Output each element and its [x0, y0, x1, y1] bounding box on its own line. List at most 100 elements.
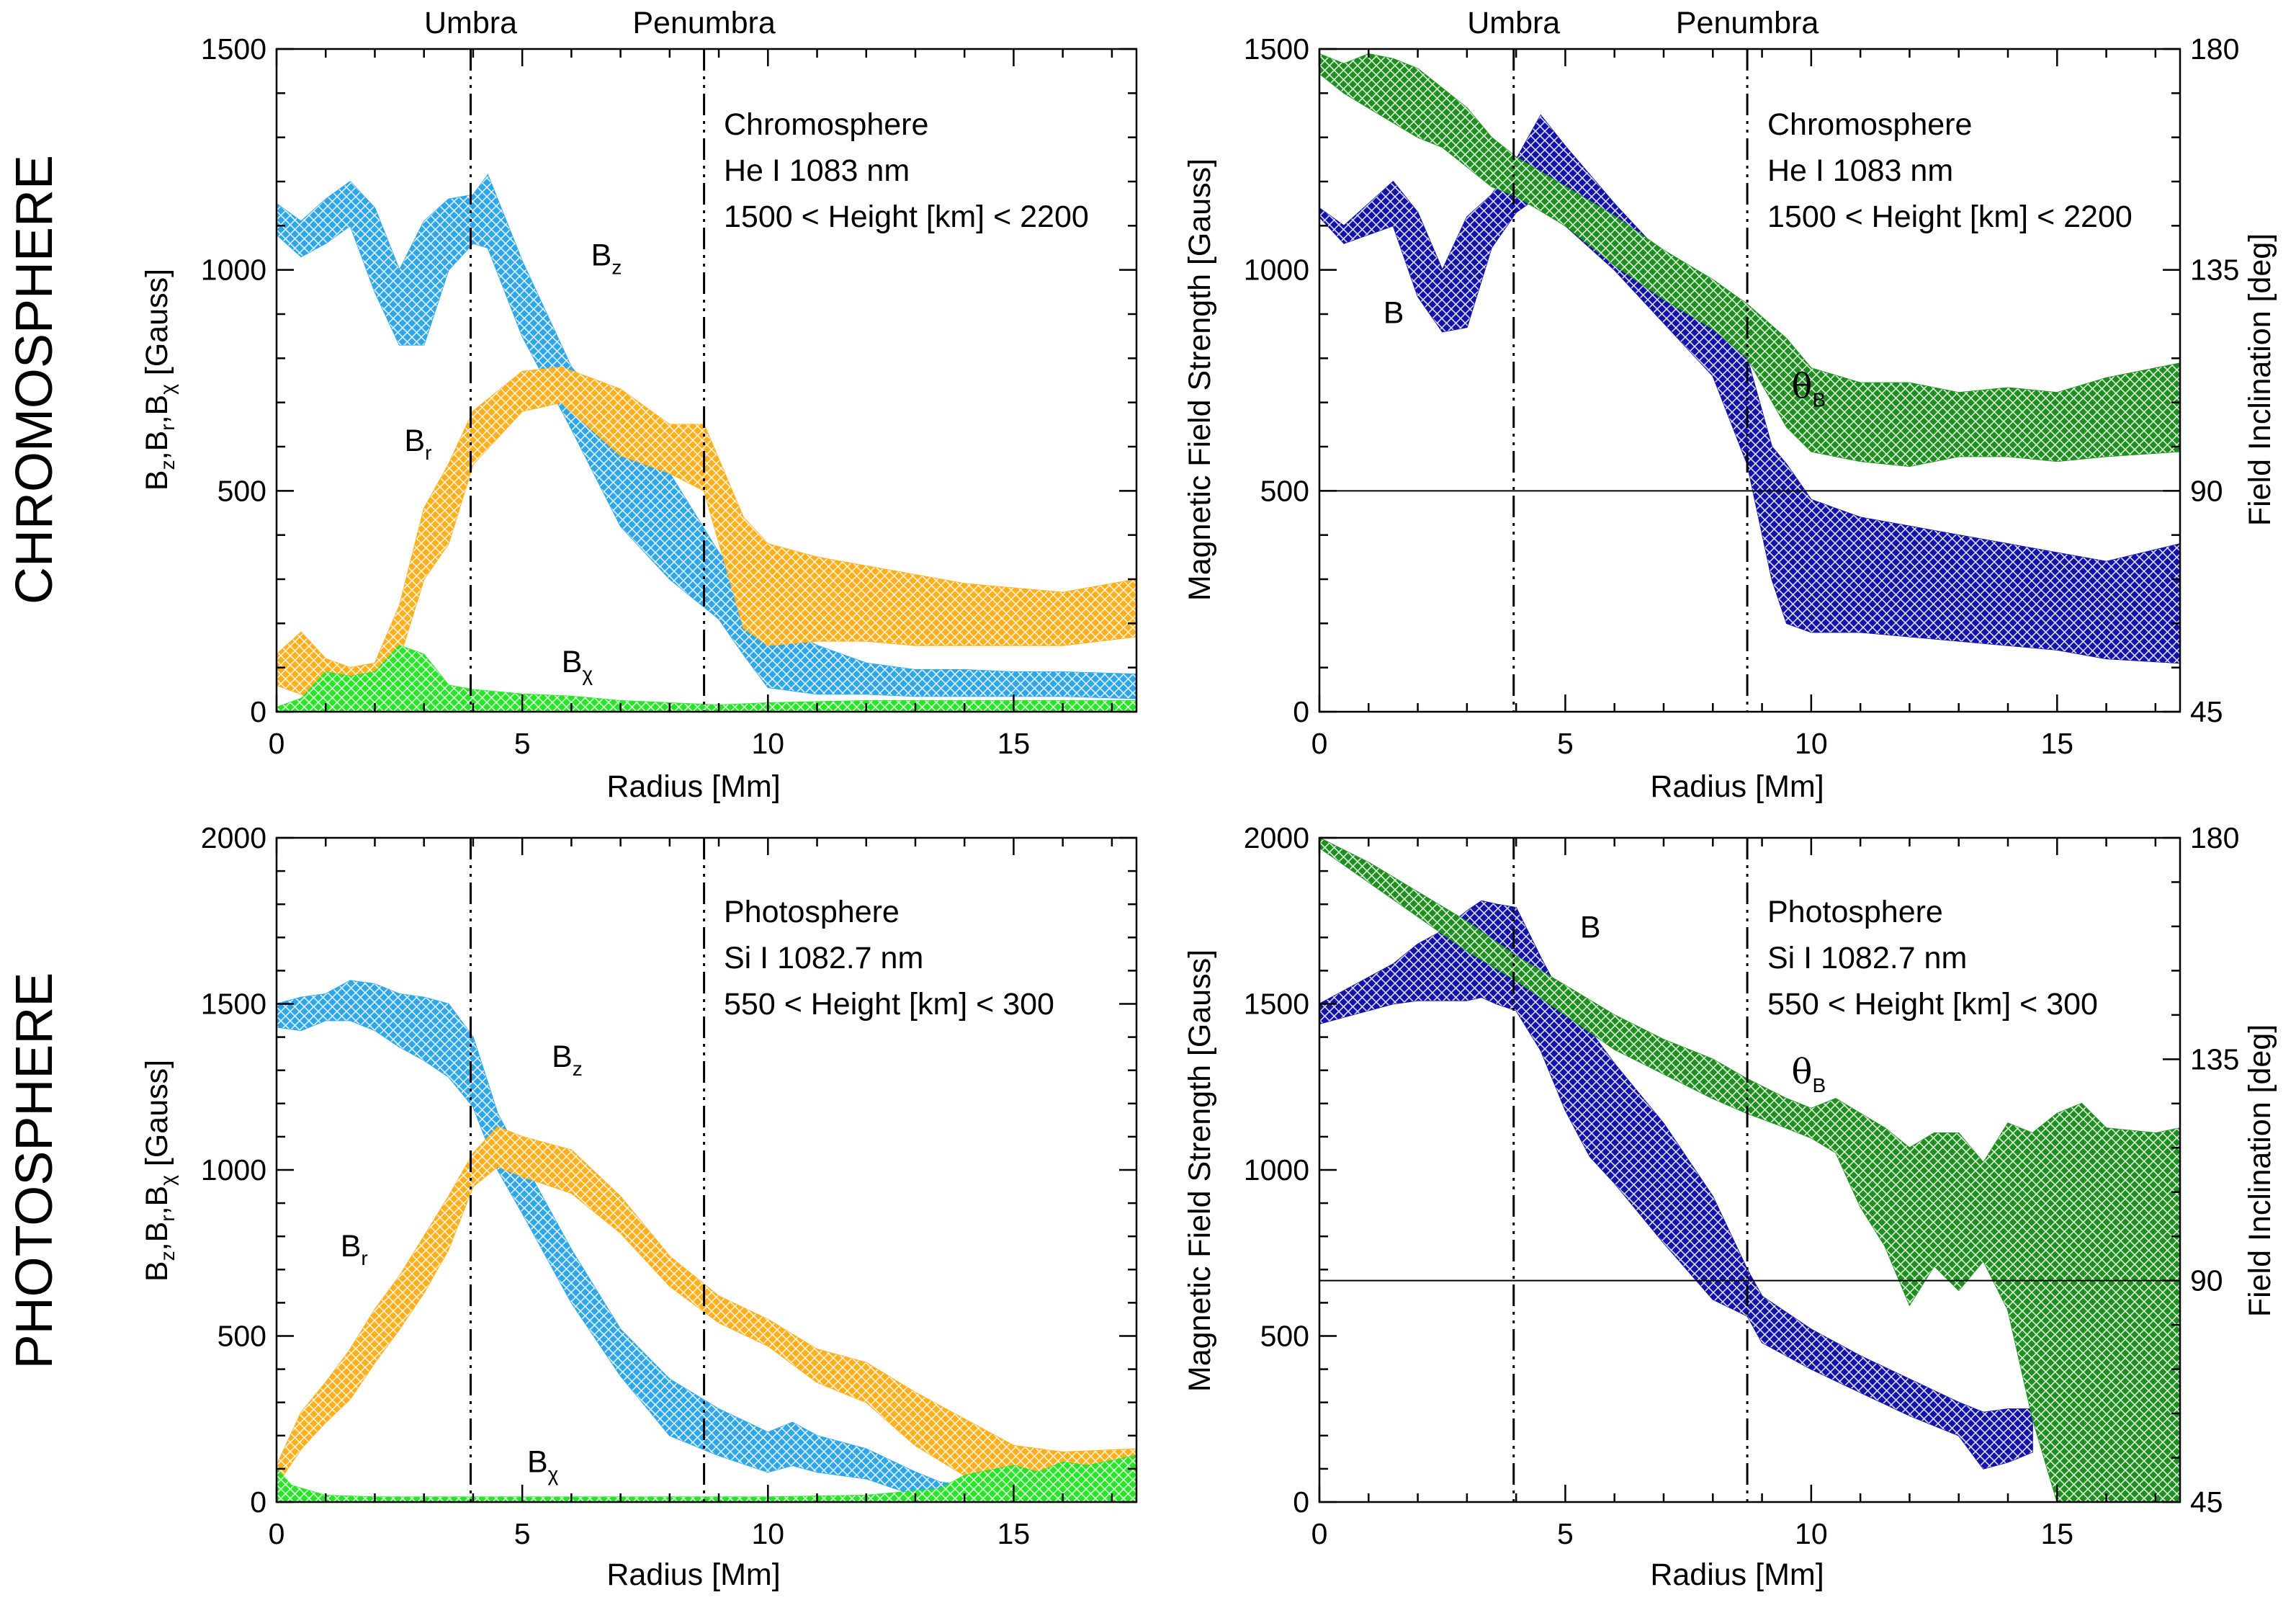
chart-photosphere-components: 0 5 10 15 0 500 1000 1500 2000 Radius [Mm] Bz,Br…	[140, 821, 1138, 1592]
annotation-line-3: 550 < Height [km] < 300	[1767, 987, 2098, 1022]
series-label-B: B	[1384, 295, 1404, 330]
region-lines: Umbra Penumbra	[1467, 6, 1819, 712]
band-Bz-hatch	[277, 174, 1136, 699]
annotation-line-1: Chromosphere	[724, 107, 928, 142]
region-label: Penumbra	[1676, 6, 1819, 40]
y2-tick-label: 180	[2190, 821, 2239, 854]
region-lines	[1512, 838, 1749, 1502]
annotation-line-1: Photosphere	[1767, 895, 1943, 929]
y-tick-label: 2000	[1244, 821, 1309, 854]
plot-border	[1318, 48, 2181, 713]
series-label-Bz: Bz	[591, 238, 622, 279]
annotation-line-2: Si I 1082.7 nm	[1767, 941, 1967, 975]
x-tick-label: 10	[751, 1517, 784, 1550]
x-tick-label: 5	[514, 727, 531, 760]
x-tick-label: 0	[269, 1517, 285, 1550]
y-tick-label: 0	[1293, 1485, 1309, 1519]
series-fills	[1319, 838, 2180, 1502]
y-tick-label: 500	[218, 474, 266, 507]
y2-axis-label: Field Inclination [deg]	[2243, 1024, 2277, 1317]
y2-tick-label: 135	[2190, 1042, 2239, 1076]
series-labels: Bz Br Bχ	[341, 1040, 583, 1485]
y2-tick-label: 90	[2190, 474, 2223, 507]
band-B-hatch	[1319, 900, 2033, 1469]
annotation-line-2: He I 1083 nm	[1767, 153, 1953, 188]
y-axis-label: Magnetic Field Strength [Gauss]	[1183, 949, 1217, 1392]
y-tick-label: 1000	[201, 1153, 266, 1186]
band-Bz-hatch	[277, 980, 965, 1499]
axes-frame: 0 5 10 15 0 500 1000 1500 2000	[201, 821, 1138, 1550]
y-tick-label: 1500	[1244, 32, 1309, 66]
annotation-block: Chromosphere He I 1083 nm 1500 < Height …	[724, 107, 1089, 234]
x-tick-label: 5	[1557, 1517, 1574, 1550]
band-Bz	[277, 980, 965, 1500]
band-Br-hatch	[277, 1127, 1136, 1493]
x-tick-label: 10	[1795, 1517, 1828, 1550]
axes-frame: 0 5 10 15 0 500 1000 1500	[201, 32, 1138, 760]
y-tick-label: 500	[1260, 474, 1309, 507]
band-thetaB-hatch	[1319, 838, 2180, 1502]
y2-tick-label: 90	[2190, 1264, 2223, 1297]
region-label: Umbra	[424, 6, 517, 40]
series-label-Bχ: Bχ	[562, 645, 593, 685]
region-label: Penumbra	[632, 6, 775, 40]
annotation-block: Photosphere Si I 1082.7 nm 550 < Height …	[1767, 895, 2098, 1022]
x-axis-label: Radius [Mm]	[1650, 769, 1824, 804]
row-label-photosphere: PHOTOSPHERE	[6, 973, 63, 1369]
series-fills	[277, 980, 1136, 1502]
x-tick-label: 15	[2040, 1517, 2073, 1550]
region-lines	[470, 838, 706, 1502]
chart-chromosphere-components: 0 5 10 15 0 500 1000 1500 Umbra Penumbra Radius …	[140, 6, 1138, 804]
y-tick-label: 1000	[1244, 1153, 1309, 1186]
series-label-Bχ: Bχ	[527, 1445, 559, 1485]
y-tick-label: 1000	[201, 254, 266, 287]
annotation-line-1: Chromosphere	[1767, 107, 1972, 142]
y-tick-label: 1500	[1244, 988, 1309, 1021]
band-Br-hatch	[277, 367, 1136, 703]
annotation-line-3: 1500 < Height [km] < 2200	[1767, 200, 2133, 234]
y-tick-label: 500	[218, 1320, 266, 1353]
annotation-line-3: 550 < Height [km] < 300	[724, 987, 1054, 1022]
y-tick-label: 0	[1293, 695, 1309, 728]
x-tick-label: 5	[514, 1517, 531, 1550]
x-axis-label: Radius [Mm]	[606, 769, 780, 804]
chart-chromosphere-strength: 0 5 10 15 0 500 1000 1500 45 90 135 180 Umbra Penumb…	[1183, 6, 2277, 804]
band-B-hatch	[1319, 115, 2180, 663]
annotation-block: Photosphere Si I 1082.7 nm 550 < Height …	[724, 895, 1054, 1022]
axes-frame: 0 5 10 15 0 500 1000 1500 2000 45 90 135 180	[1244, 821, 2240, 1550]
annotation-line-1: Photosphere	[724, 895, 900, 929]
x-tick-label: 15	[2040, 727, 2073, 760]
annotation-line-2: Si I 1082.7 nm	[724, 941, 923, 975]
region-label: Umbra	[1467, 6, 1560, 40]
x-tick-label: 0	[1311, 727, 1328, 760]
region-lines: Umbra Penumbra	[424, 6, 776, 712]
y2-axis-label: Field Inclination [deg]	[2243, 233, 2277, 526]
y2-tick-label: 180	[2190, 32, 2239, 66]
band-Bchi-hatch	[277, 645, 1136, 712]
x-tick-label: 0	[1311, 1517, 1328, 1550]
y2-tick-label: 135	[2190, 254, 2239, 287]
annotation-line-3: 1500 < Height [km] < 2200	[724, 200, 1089, 234]
chart-photosphere-strength: 0 5 10 15 0 500 1000 1500 2000 45 90 135 180 Radius …	[1183, 821, 2277, 1592]
series-label-B: B	[1580, 910, 1601, 944]
y-axis-label: Magnetic Field Strength [Gauss]	[1183, 158, 1217, 601]
series-fills	[277, 174, 1136, 712]
annotation-line-2: He I 1083 nm	[724, 153, 910, 188]
y-tick-label: 1500	[201, 988, 266, 1021]
y2-tick-label: 45	[2190, 1485, 2223, 1519]
band-thetaB-hatch	[1319, 53, 2180, 467]
y-tick-label: 2000	[201, 821, 266, 854]
series-label-Br: Br	[341, 1229, 368, 1269]
y-tick-label: 0	[250, 695, 266, 728]
x-tick-label: 5	[1557, 727, 1574, 760]
y-axis-label: Bz,Br,Bχ [Gauss]	[140, 1060, 179, 1282]
series-fills	[1319, 53, 2180, 664]
axes-frame: 0 5 10 15 0 500 1000 1500 45 90 135 180	[1244, 32, 2240, 760]
x-tick-label: 15	[997, 1517, 1031, 1550]
x-tick-label: 10	[751, 727, 784, 760]
series-label-thetaB: θB	[1792, 1052, 1826, 1096]
x-axis-label: Radius [Mm]	[606, 1557, 780, 1592]
plot-border	[275, 48, 1138, 713]
row-label-chromosphere: CHROMOSPHERE	[6, 155, 63, 604]
series-label-Br: Br	[404, 424, 431, 464]
